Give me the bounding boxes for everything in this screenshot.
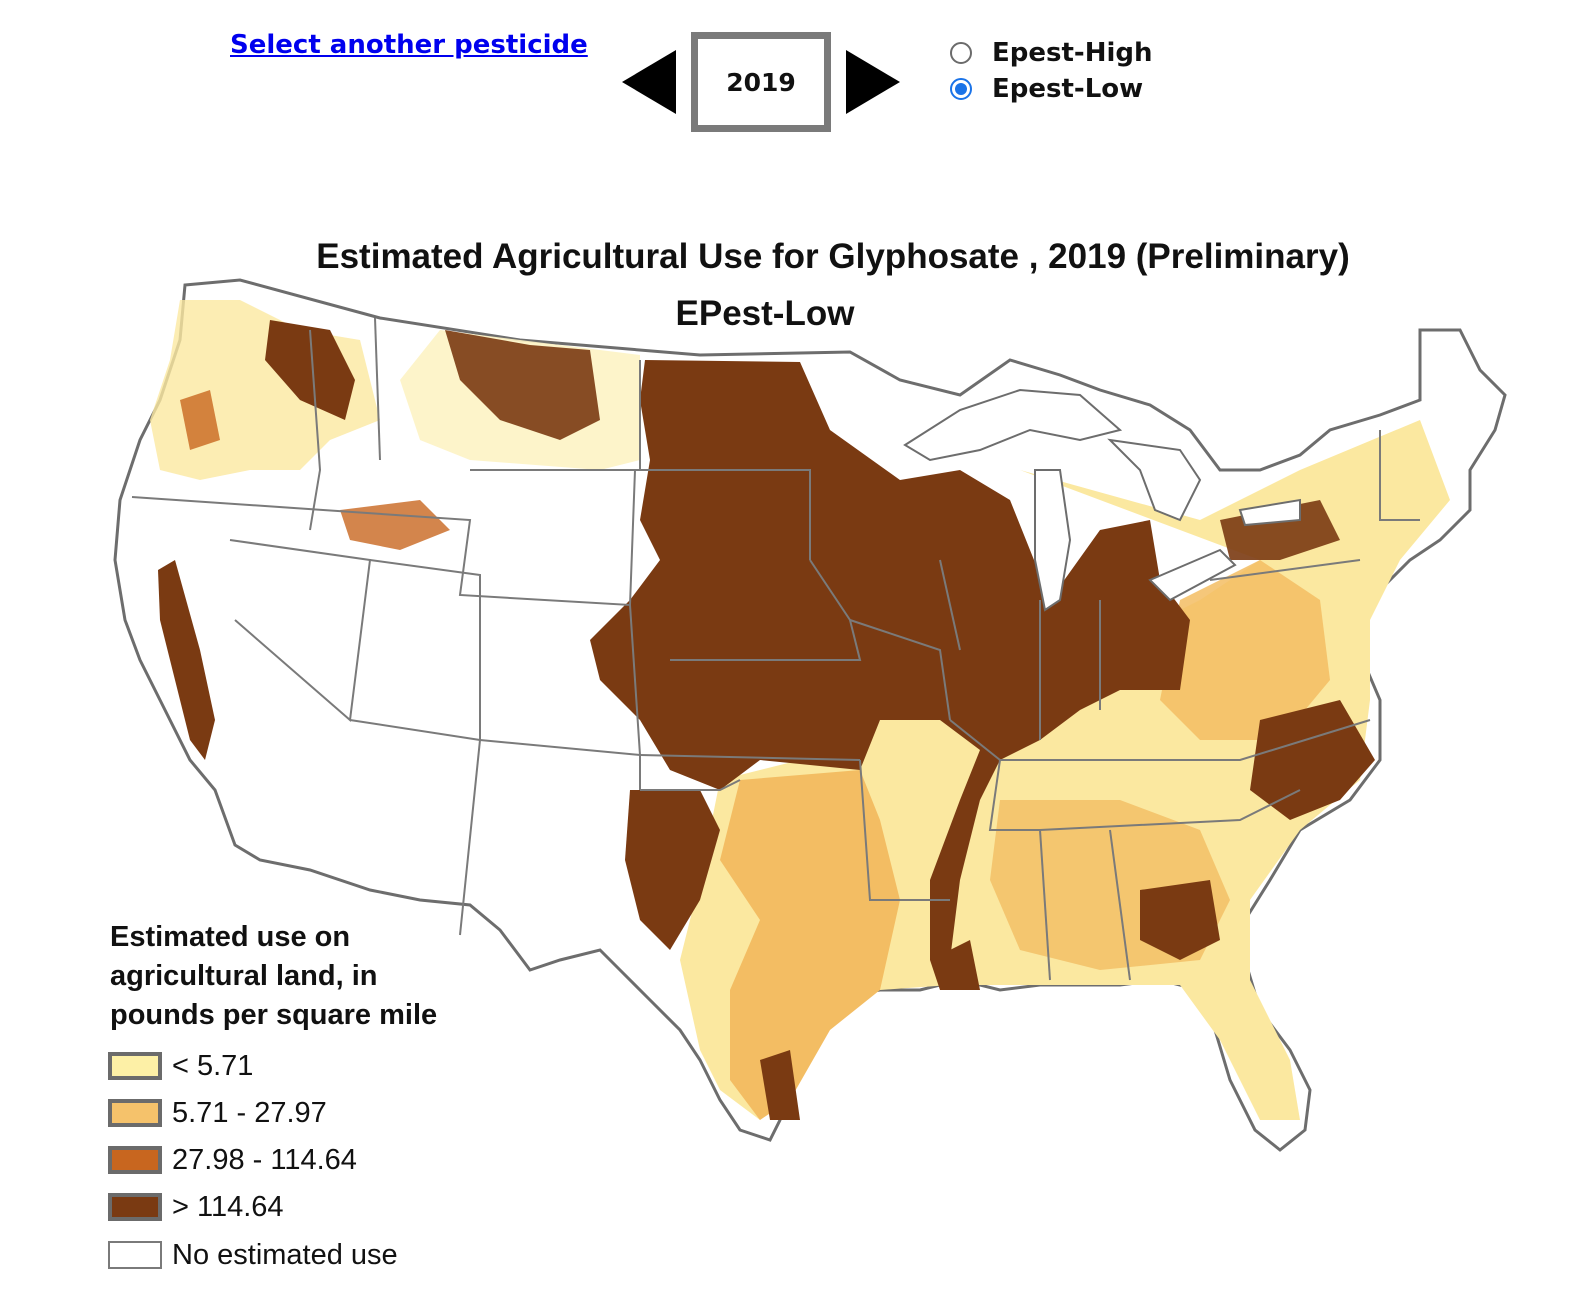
legend-swatch-low	[108, 1099, 162, 1127]
legend-item-medium: 27.98 - 114.64	[108, 1143, 357, 1177]
lake-michigan	[1034, 469, 1072, 612]
epest-high-label: Epest-High	[992, 38, 1153, 68]
high-use-region-montana	[445, 330, 600, 440]
lake-erie	[1148, 548, 1237, 602]
lake-ontario	[1238, 498, 1301, 527]
epest-low-label: Epest-Low	[992, 74, 1144, 104]
medium-use-region-south	[720, 770, 900, 1120]
state-borders	[131, 317, 1420, 981]
map-title: Estimated Agricultural Use for Glyphosat…	[316, 237, 1350, 276]
medium-use-region-oregon	[180, 390, 220, 450]
usage-regions	[150, 300, 1450, 1120]
select-another-pesticide-link[interactable]: Select another pesticide	[230, 30, 588, 60]
high-use-region-georgia	[1140, 880, 1220, 960]
legend-label-medium: 27.98 - 114.64	[172, 1143, 357, 1176]
lake-huron	[1107, 438, 1202, 522]
epest-low-option[interactable]: Epest-Low	[950, 74, 1143, 104]
year-value: 2019	[726, 67, 796, 97]
next-year-arrow-icon[interactable]	[846, 50, 900, 114]
legend-label-none: No estimated use	[172, 1238, 398, 1271]
high-use-region-texas	[625, 790, 720, 950]
epest-low-radio[interactable]	[950, 78, 972, 100]
legend-item-lowest: < 5.71	[108, 1049, 253, 1083]
great-lakes	[903, 388, 1301, 612]
medium-use-region-east	[1160, 560, 1330, 740]
high-use-region-carolinas	[1250, 700, 1375, 820]
high-use-region-palouse	[265, 320, 355, 420]
legend-label-low: 5.71 - 27.97	[172, 1096, 327, 1129]
legend-swatch-none	[108, 1241, 162, 1269]
epest-high-radio[interactable]	[950, 42, 972, 64]
legend-item-none: No estimated use	[108, 1238, 398, 1272]
legend-title-line-2: agricultural land, in	[110, 960, 378, 992]
year-display: 2019	[691, 32, 831, 132]
legend-label-high: > 114.64	[172, 1190, 284, 1223]
epest-high-option[interactable]: Epest-High	[950, 38, 1153, 68]
legend-item-high: > 114.64	[108, 1190, 284, 1224]
legend-swatch-high	[108, 1193, 162, 1221]
high-use-region-central-valley	[158, 560, 215, 760]
legend-title-line-1: Estimated use on	[110, 921, 351, 953]
high-use-region-delta	[930, 940, 980, 990]
legend-swatch-medium	[108, 1146, 162, 1174]
previous-year-arrow-icon[interactable]	[622, 50, 676, 114]
high-use-region-gulf-tx	[760, 1050, 800, 1120]
legend-label-lowest: < 5.71	[172, 1049, 254, 1082]
legend-swatch-lowest	[108, 1052, 162, 1080]
high-use-region-cornbelt	[590, 360, 1190, 960]
legend-title-line-3: pounds per square mile	[110, 999, 438, 1031]
legend-item-low: 5.71 - 27.97	[108, 1096, 327, 1130]
legend-title: Estimated use on agricultural land, in p…	[110, 918, 437, 1035]
lake-superior	[903, 388, 1123, 462]
map-subtitle: EPest-Low	[675, 294, 855, 333]
